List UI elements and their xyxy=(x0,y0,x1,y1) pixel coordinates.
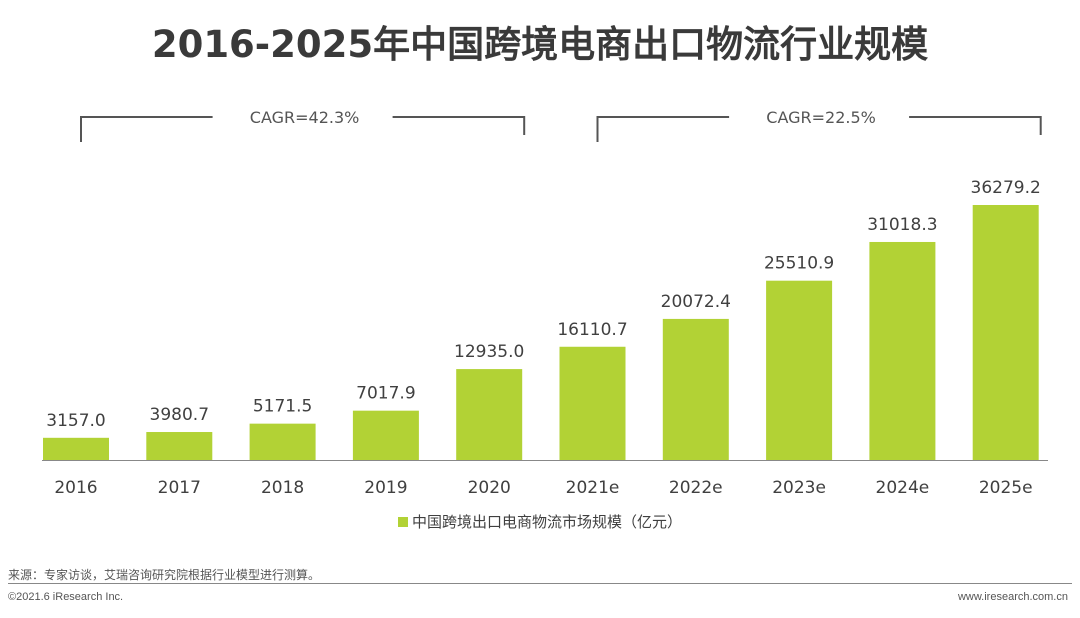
bar xyxy=(43,437,109,460)
data-label: 3157.0 xyxy=(46,411,105,431)
bar xyxy=(146,432,213,460)
x-tick-label: 2023e xyxy=(772,478,826,498)
x-tick-label: 2021e xyxy=(566,478,620,498)
data-label: 12935.0 xyxy=(454,342,524,362)
data-label: 31018.3 xyxy=(867,215,937,235)
data-label: 3980.7 xyxy=(150,405,209,425)
legend-swatch xyxy=(397,517,408,527)
x-tick-label: 2025e xyxy=(979,478,1033,498)
data-label: 36279.2 xyxy=(971,178,1041,198)
x-tick-label: 2020 xyxy=(468,478,511,498)
source-note: 来源：专家访谈，艾瑞咨询研究院根据行业模型进行测算。 xyxy=(8,568,321,582)
footer-divider xyxy=(8,583,1072,584)
data-label: 5171.5 xyxy=(253,397,312,417)
data-label: 25510.9 xyxy=(764,254,834,274)
data-label: 20072.4 xyxy=(661,292,731,312)
x-tick-label: 2022e xyxy=(669,478,723,498)
data-label: 7017.9 xyxy=(356,384,415,404)
bar-chart: 3157.0 2016 3980.7 2017 5171.5 2018 7017.9 2019… xyxy=(42,108,1048,498)
copyright: ©2021.6 iResearch Inc. xyxy=(8,591,124,603)
chart-title: 2016-2025年中国跨境电商出口物流行业规模 xyxy=(151,23,929,66)
bar xyxy=(249,423,316,460)
bar xyxy=(559,346,626,460)
x-tick-label: 2024e xyxy=(876,478,930,498)
cagr-bracket-left xyxy=(596,116,730,142)
x-tick-label: 2018 xyxy=(261,478,304,498)
cagr-label: CAGR=22.5% xyxy=(766,108,876,127)
x-tick-label: 2019 xyxy=(364,478,407,498)
x-tick-label: 2017 xyxy=(158,478,201,498)
data-label: 16110.7 xyxy=(557,320,627,340)
bar xyxy=(869,241,936,460)
bar xyxy=(352,410,419,460)
x-tick-label: 2016 xyxy=(54,478,97,498)
legend: 中国跨境出口电商物流市场规模（亿元） xyxy=(0,511,1080,532)
cagr-bracket-right xyxy=(392,116,526,135)
legend-label: 中国跨境出口电商物流市场规模（亿元） xyxy=(411,513,682,531)
bar xyxy=(456,369,523,460)
bar xyxy=(662,318,729,460)
bar xyxy=(972,205,1039,460)
cagr-label: CAGR=42.3% xyxy=(250,108,360,127)
cagr-bracket-left xyxy=(80,116,213,142)
website-link[interactable]: www.iresearch.com.cn xyxy=(957,591,1068,603)
bar xyxy=(766,280,833,460)
cagr-bracket-right xyxy=(909,116,1042,135)
